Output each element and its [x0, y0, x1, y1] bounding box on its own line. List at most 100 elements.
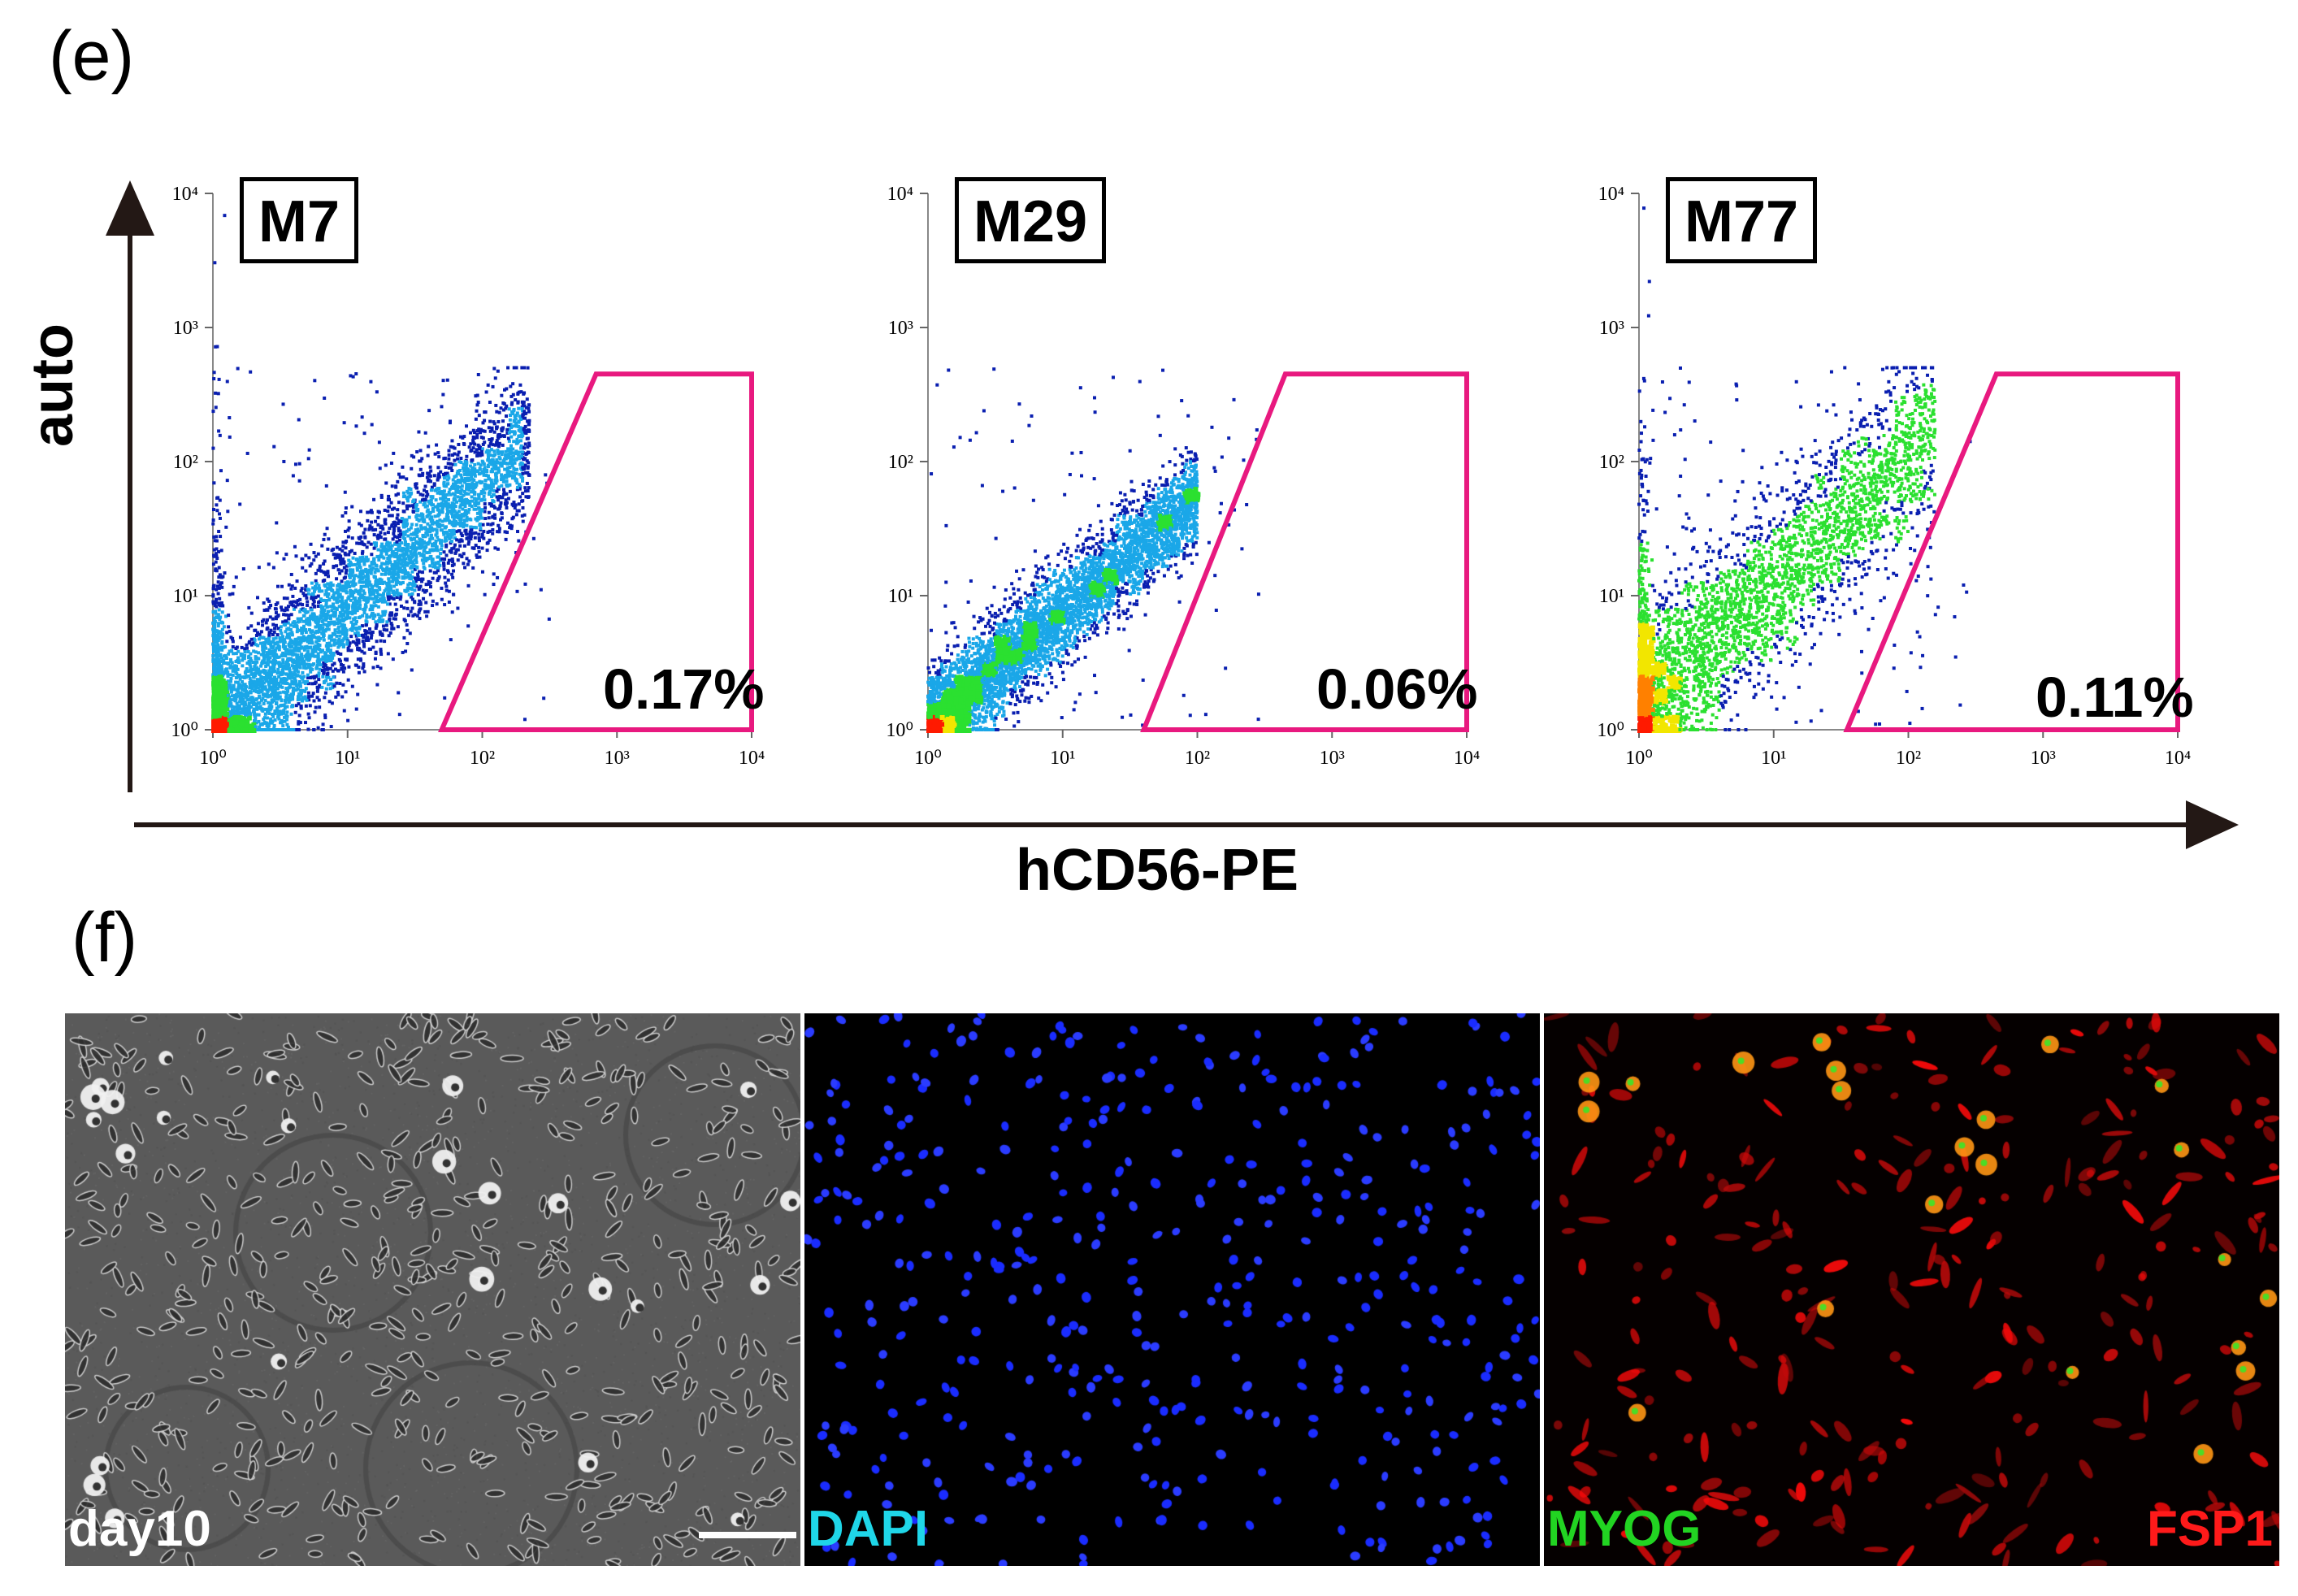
scatter-point	[352, 577, 356, 581]
scatter-point	[386, 497, 390, 501]
scatter-point	[460, 488, 464, 492]
scatter-point	[407, 504, 411, 508]
scatter-point	[256, 622, 260, 626]
scatter-point	[399, 582, 403, 586]
scatter-point	[258, 684, 262, 688]
scatter-point	[236, 661, 241, 665]
scatter-point	[375, 640, 379, 644]
scatter-point	[275, 653, 279, 657]
scatter-point	[349, 562, 353, 566]
scatter-point	[218, 636, 222, 640]
scatter-point	[406, 527, 410, 531]
scatter-point	[289, 587, 293, 591]
scatter-point	[267, 711, 271, 715]
scatter-point	[466, 624, 470, 628]
scatter-point	[436, 535, 440, 539]
scatter-point	[475, 403, 479, 407]
scatter-point	[263, 669, 267, 673]
scatter-point	[347, 519, 351, 523]
scatter-point	[493, 516, 497, 520]
scatter-point	[326, 674, 330, 679]
scatter-point	[353, 641, 358, 645]
scatter-point	[345, 633, 349, 637]
scatter-point	[445, 535, 449, 539]
scatter-point	[263, 707, 267, 711]
scatter-point	[428, 479, 432, 484]
scatter-point	[482, 494, 486, 498]
scatter-point	[445, 502, 449, 506]
scatter-point	[395, 608, 399, 612]
scatter-point	[517, 440, 521, 444]
scatter-point	[329, 678, 333, 682]
scatter-point	[420, 570, 424, 575]
scatter-point	[298, 684, 302, 688]
scatter-point	[486, 530, 490, 534]
scatter-point	[296, 627, 300, 631]
scatter-point	[389, 501, 393, 505]
scatter-point	[378, 466, 382, 471]
scatter-point	[510, 517, 514, 521]
scatter-point	[500, 453, 504, 457]
scatter-point	[334, 606, 338, 610]
scatter-point	[397, 492, 401, 496]
scatter-point	[431, 604, 435, 608]
scatter-point	[332, 602, 336, 606]
scatter-point	[475, 481, 479, 485]
scatter-point	[305, 596, 309, 600]
scatter-point	[259, 630, 263, 634]
scatter-point	[405, 623, 409, 627]
scatter-point	[251, 724, 257, 730]
scatter-point	[469, 536, 473, 540]
scatter-point	[269, 706, 273, 710]
scatter-point	[315, 630, 319, 634]
scatter-point	[345, 564, 349, 568]
scatter-point	[517, 502, 521, 506]
scatter-point	[342, 566, 346, 570]
scatter-point	[438, 523, 442, 527]
scatter-point	[508, 466, 512, 470]
scatter-point	[368, 583, 372, 588]
scatter-point	[375, 541, 379, 545]
scatter-point	[453, 446, 457, 450]
scatter-point	[428, 474, 432, 478]
scatter-point	[275, 728, 279, 731]
scatter-point	[392, 593, 396, 597]
scatter-point	[282, 690, 286, 694]
scatter-point	[509, 423, 513, 427]
scatter-point	[471, 439, 475, 443]
scatter-point	[438, 563, 442, 567]
scatter-point	[286, 689, 290, 693]
scatter-point	[316, 568, 320, 572]
scatter-point	[362, 584, 366, 588]
scatter-point	[344, 690, 348, 694]
scatter-point	[401, 570, 405, 574]
scatter-point	[324, 679, 328, 683]
scatter-point	[486, 540, 490, 544]
scatter-point	[353, 622, 358, 626]
scatter-point	[401, 568, 405, 572]
scatter-point	[342, 709, 346, 713]
scatter-point	[506, 497, 510, 501]
scatter-point	[341, 608, 345, 612]
scatter-point	[382, 592, 386, 596]
scatter-point	[281, 635, 285, 639]
scatter-point	[527, 461, 531, 465]
scatter-point	[358, 556, 362, 560]
scatter-point	[293, 544, 297, 549]
scatter-point	[514, 398, 518, 402]
scatter-point	[272, 675, 276, 679]
scatter-point	[505, 483, 509, 487]
scatter-point	[318, 564, 322, 568]
scatter-point	[401, 554, 405, 558]
scatter-point	[375, 568, 379, 572]
scatter-point	[372, 601, 376, 605]
scatter-point	[371, 592, 375, 596]
scatter-point	[391, 574, 395, 578]
scatter-point	[285, 705, 289, 709]
scatter-point	[290, 697, 294, 701]
scatter-point	[401, 546, 405, 550]
scatter-point	[239, 693, 243, 697]
scatter-point	[229, 698, 233, 702]
scatter-point	[359, 584, 363, 588]
scatter-point	[518, 426, 522, 430]
